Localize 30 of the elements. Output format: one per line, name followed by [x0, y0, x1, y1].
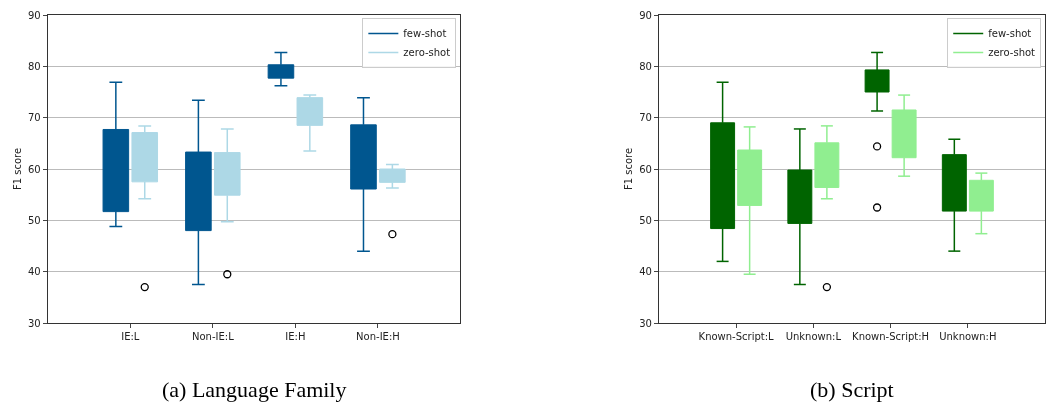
y-tick-label: 70 [28, 112, 41, 124]
x-tick-label: Known-Script:L [698, 331, 775, 342]
y-tick-label: 80 [639, 60, 652, 72]
y-tick-label: 70 [639, 112, 652, 124]
legend-label: few-shot [988, 28, 1032, 40]
x-tick-label: Unknown:L [785, 331, 842, 342]
x-tick-label: Unknown:H [939, 331, 997, 342]
x-tick-label: Non-IE:H [356, 331, 400, 342]
x-tick-label: Non-IE:L [191, 331, 235, 342]
legend-label: zero-shot [988, 47, 1036, 59]
x-tick-label: Known-Script:H [852, 331, 930, 342]
y-axis-title: F1 score [12, 147, 24, 191]
y-tick-label: 40 [28, 266, 41, 278]
y-tick-label: 80 [28, 60, 41, 72]
y-tick-label: 90 [28, 9, 41, 21]
legend-label: few-shot [403, 28, 447, 40]
y-tick-label: 60 [28, 163, 41, 175]
text: (a) Language Family [162, 377, 347, 402]
x-tick-label: IE:H [285, 331, 306, 342]
y-tick-label: 50 [28, 214, 41, 226]
y-tick-label: 30 [28, 317, 41, 329]
y-tick-label: 40 [639, 266, 652, 278]
y-axis-title: F1 score [623, 147, 635, 191]
legend-label: zero-shot [403, 47, 451, 59]
y-tick-label: 50 [639, 214, 652, 226]
y-tick-label: 30 [639, 317, 652, 329]
x-tick-label: IE:L [121, 331, 140, 342]
text: (b) Script [810, 377, 894, 402]
y-tick-label: 90 [639, 9, 652, 21]
y-tick-label: 60 [639, 163, 652, 175]
